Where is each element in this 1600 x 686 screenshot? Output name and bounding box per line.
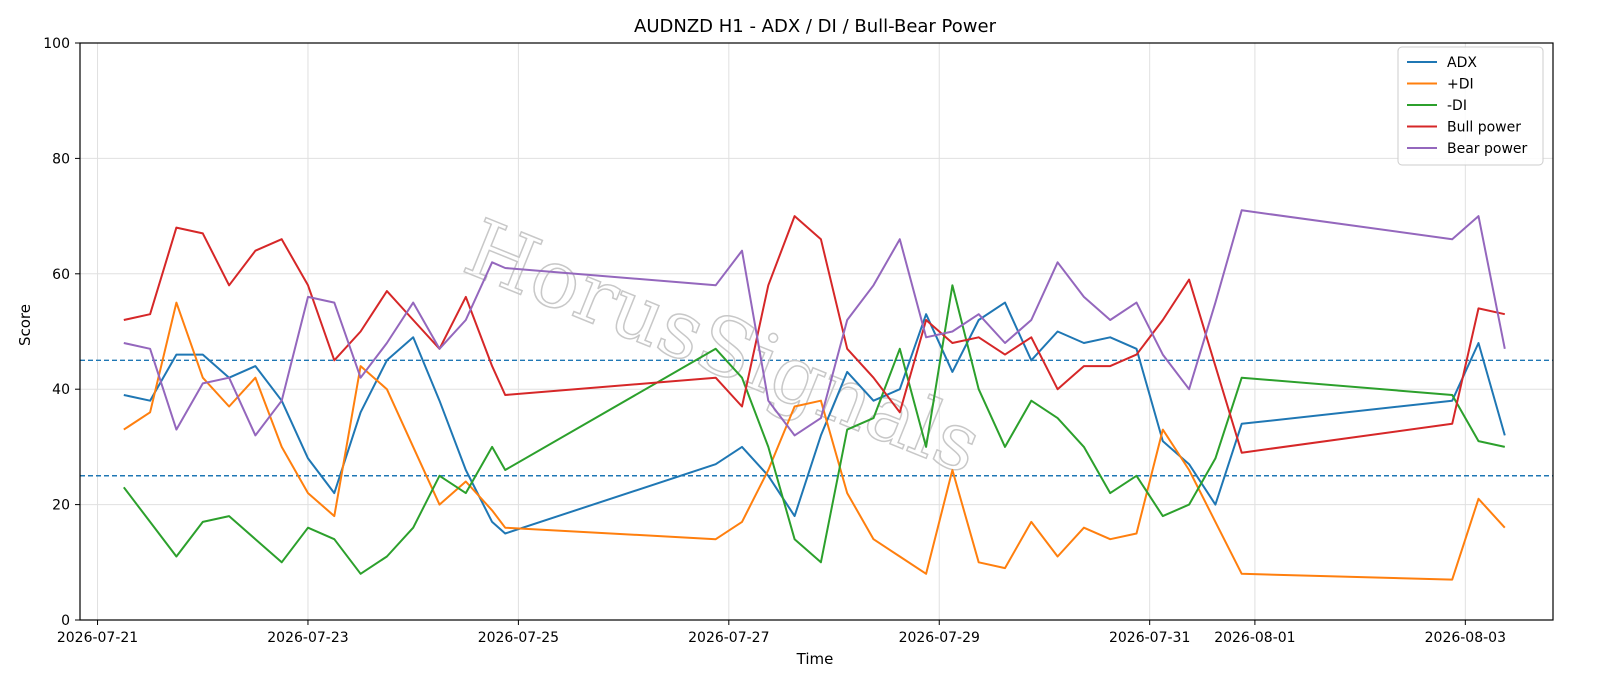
x-tick-label: 2026-07-23	[267, 630, 348, 646]
series-line--di	[123, 301, 1506, 581]
y-axis-title: Score	[16, 304, 34, 346]
chart-title: AUDNZD H1 - ADX / DI / Bull-Bear Power	[634, 16, 997, 37]
x-tick-label: 2026-07-31	[1109, 630, 1190, 646]
x-axis-ticks: 2026-07-21 2026-07-23 2026-07-25 2026-07-27…	[57, 620, 1506, 646]
legend-label: Bear power	[1447, 141, 1528, 157]
legend-label: -DI	[1447, 98, 1467, 114]
series-lines	[123, 209, 1506, 581]
x-tick-label: 2026-08-03	[1425, 630, 1506, 646]
legend: ADX +DI -DI Bull power Bear power	[1397, 46, 1544, 166]
y-tick-label: 0	[61, 613, 70, 629]
watermark: HorusSignals	[453, 201, 994, 492]
reference-lines	[80, 359, 1553, 477]
legend-label: Bull power	[1447, 120, 1521, 136]
y-tick-label: 40	[52, 382, 70, 398]
series-line--di	[123, 284, 1506, 575]
x-tick-label: 2026-07-29	[899, 630, 980, 646]
plot-frame	[79, 42, 1554, 621]
x-tick-label: 2026-07-25	[478, 630, 559, 646]
x-tick-label: 2026-08-01	[1214, 630, 1295, 646]
grid	[80, 42, 1553, 621]
legend-label: +DI	[1447, 77, 1474, 93]
legend-box	[1397, 46, 1544, 166]
x-tick-label: 2026-07-27	[688, 630, 769, 646]
y-tick-label: 20	[52, 498, 70, 514]
y-tick-label: 80	[52, 151, 70, 167]
series-line-adx	[123, 301, 1506, 535]
x-tick-label: 2026-07-21	[57, 630, 138, 646]
y-axis-ticks: 0 20 40 60 80 100	[43, 36, 80, 629]
series-line-bear-power	[123, 209, 1506, 437]
series-line-bull-power	[123, 215, 1506, 454]
legend-label: ADX	[1447, 55, 1477, 71]
y-tick-label: 100	[43, 36, 70, 52]
x-axis-title: Time	[796, 650, 834, 668]
y-tick-label: 60	[52, 267, 70, 283]
